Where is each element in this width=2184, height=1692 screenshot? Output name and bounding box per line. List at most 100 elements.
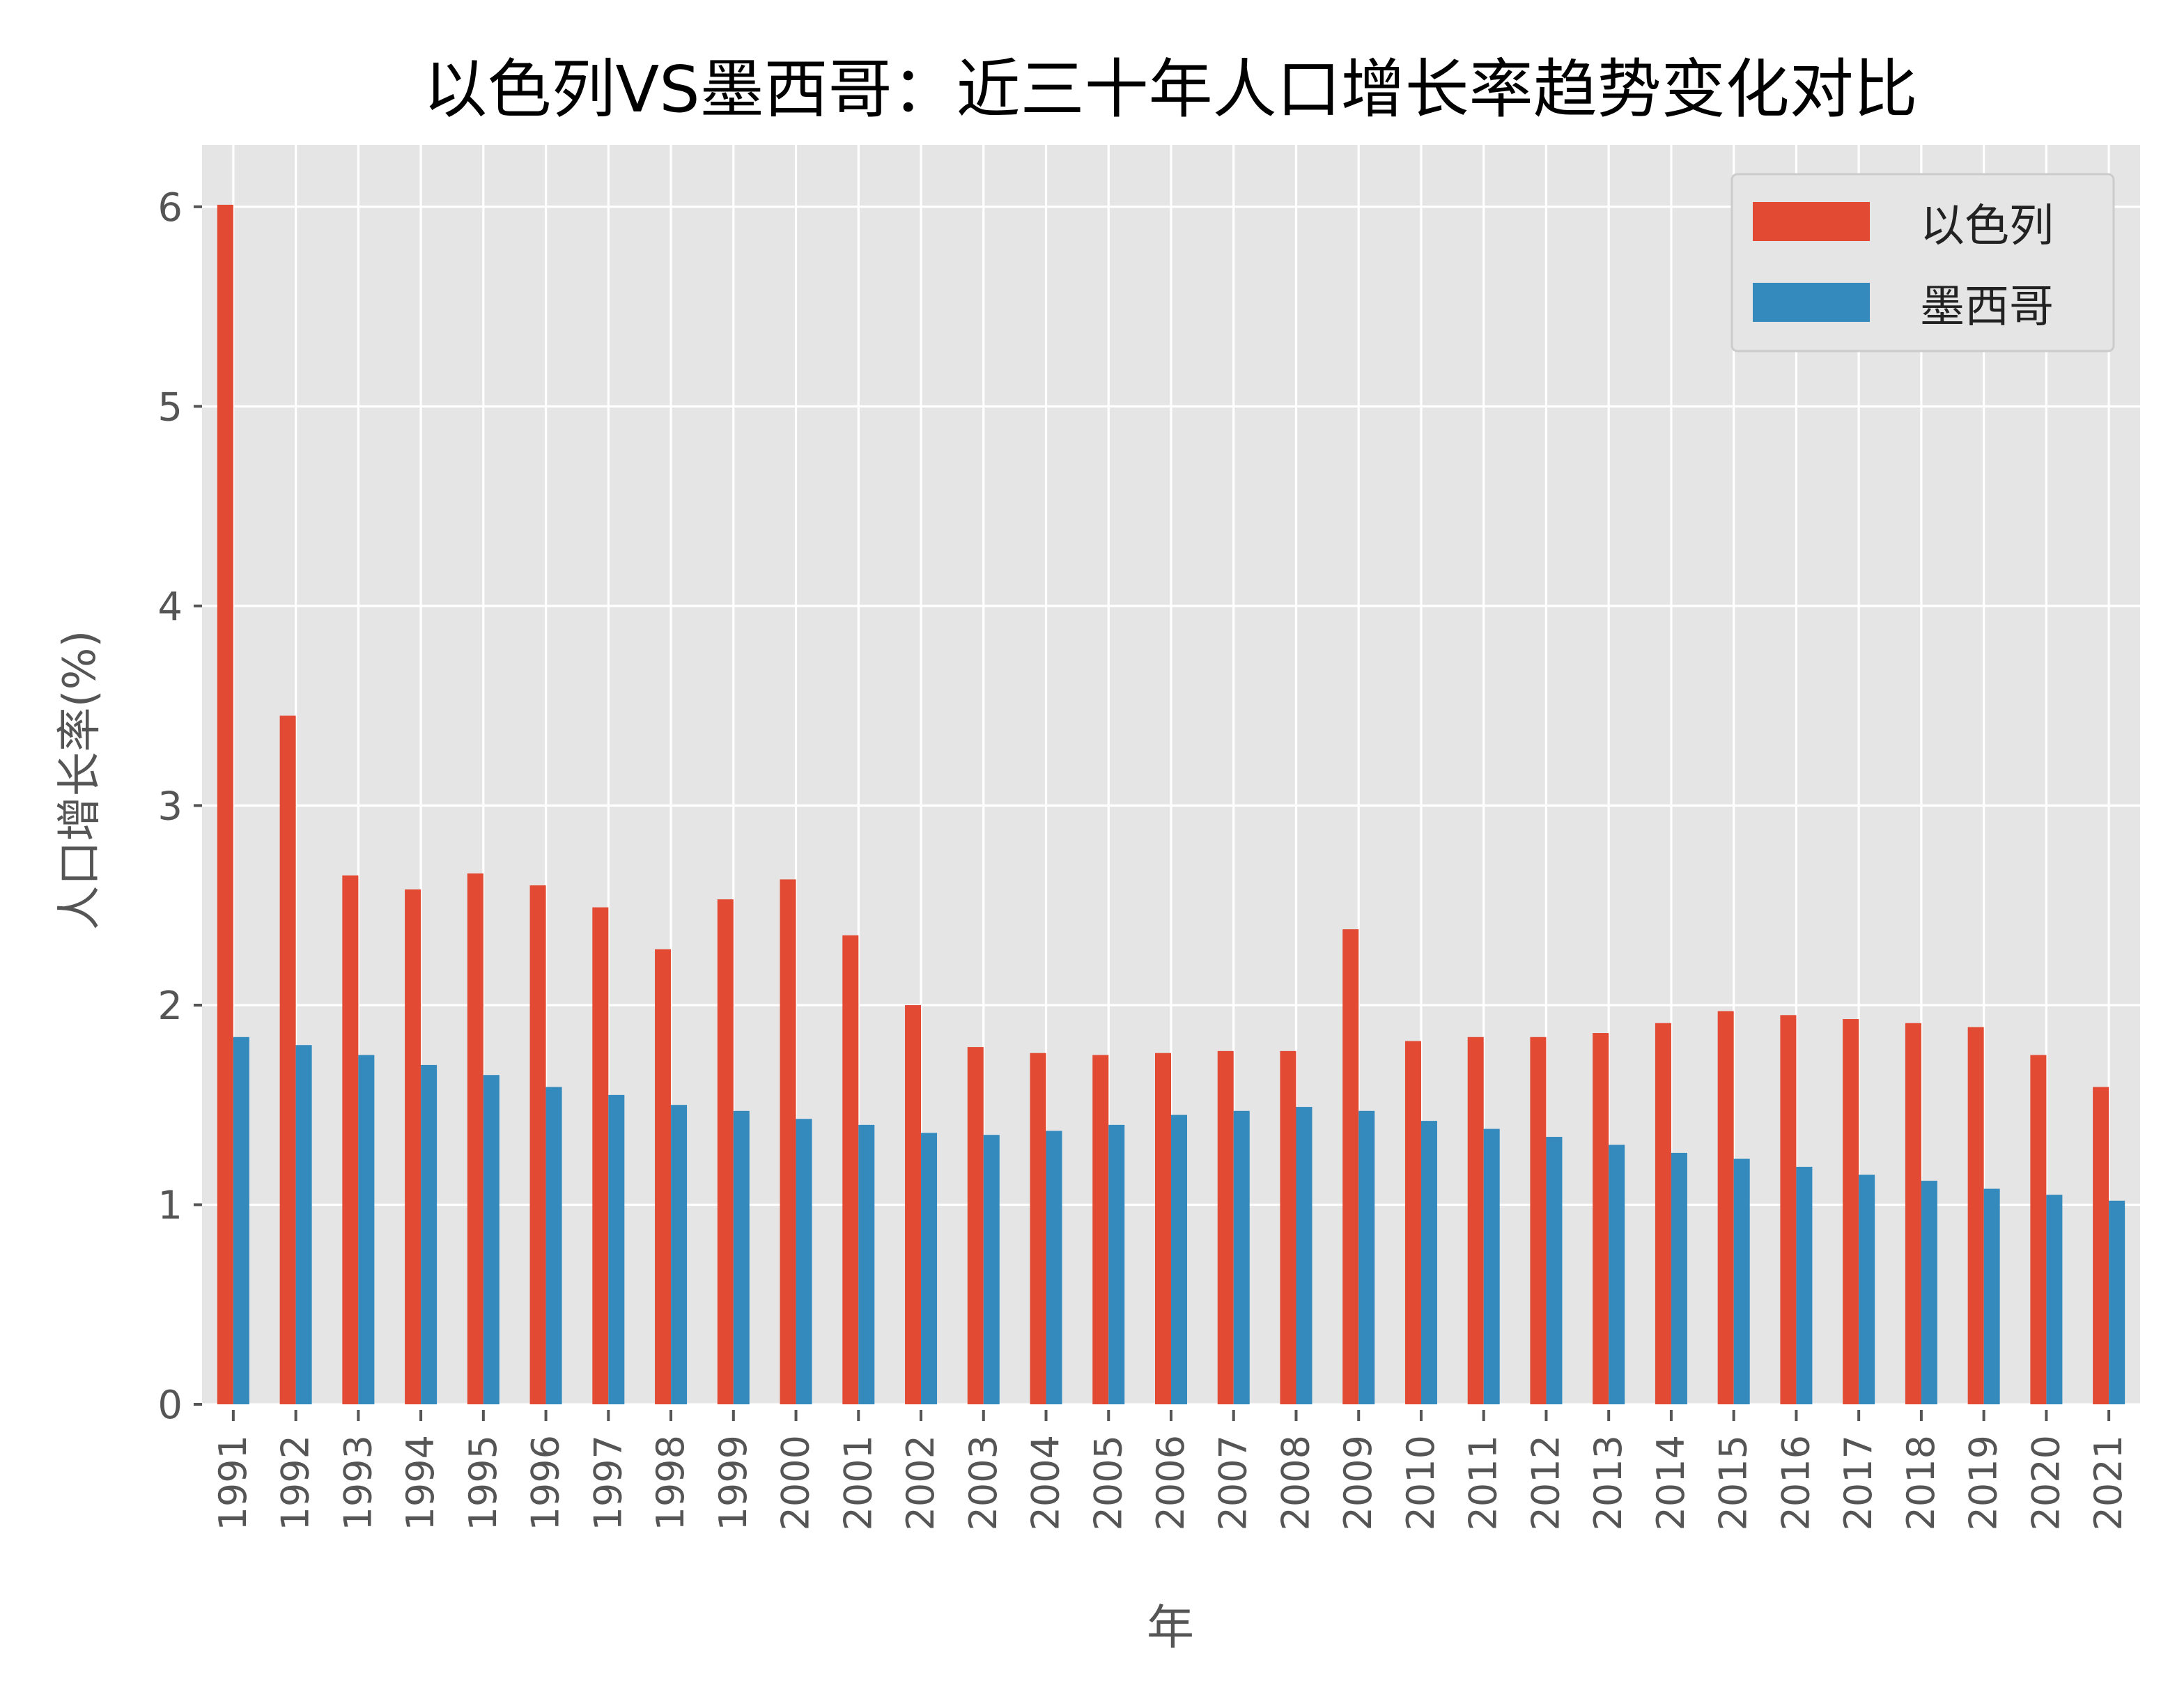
bar-mexico-1996 [545,1087,562,1404]
y-tick-label: 0 [157,1383,183,1428]
bar-mexico-1992 [295,1045,312,1404]
bar-mexico-2018 [1921,1181,1937,1404]
bar-mexico-2008 [1296,1107,1312,1404]
y-tick-label: 2 [157,984,183,1029]
bar-israel-2013 [1593,1033,1609,1404]
y-tick-label: 6 [157,185,183,231]
y-tick-label: 4 [157,584,183,630]
x-tick-label: 1999 [711,1435,755,1530]
bar-israel-2008 [1280,1050,1296,1404]
bar-israel-2015 [1717,1011,1734,1404]
bar-israel-2020 [2030,1055,2047,1404]
legend: 以色列 墨西哥 [1730,173,2115,352]
bar-israel-2019 [1967,1027,1984,1404]
x-tick-label: 2006 [1149,1435,1193,1530]
bar-mexico-2005 [1108,1124,1125,1404]
x-tick-label: 1996 [524,1435,568,1530]
bar-israel-2010 [1404,1041,1421,1404]
x-tick-label: 2019 [1962,1435,2006,1530]
x-tick-label: 2001 [836,1435,880,1530]
x-tick-label: 2005 [1086,1435,1130,1530]
bar-mexico-1999 [733,1110,750,1404]
bar-israel-1996 [529,885,546,1404]
bar-israel-2009 [1342,929,1359,1404]
x-tick-label: 2021 [2086,1435,2130,1530]
bar-mexico-1997 [608,1094,625,1404]
x-tick-label: 2002 [899,1435,943,1530]
legend-label-mexico: 墨西哥 [1920,281,2054,333]
bar-mexico-2021 [2109,1200,2125,1404]
x-tick-label: 2016 [1774,1435,1818,1530]
bar-mexico-2011 [1483,1128,1500,1404]
bar-mexico-1991 [233,1037,249,1404]
bar-israel-1995 [467,873,483,1404]
bar-israel-1997 [592,907,609,1404]
bar-mexico-2016 [1796,1167,1813,1404]
x-axis-ticks: 1991 1992 1993 1994 1995 1996 1997 1998 1999 2000… [211,1410,2130,1530]
bar-mexico-2001 [858,1124,875,1404]
bar-mexico-2006 [1171,1115,1187,1404]
bar-israel-1993 [342,875,359,1404]
y-axis-ticks: 0 1 2 3 4 5 6 [157,185,202,1428]
bar-israel-2005 [1092,1055,1109,1404]
x-tick-label: 2003 [961,1435,1005,1530]
legend-label-israel: 以色列 [1920,201,2054,252]
bar-mexico-2015 [1733,1158,1750,1404]
x-tick-label: 2012 [1524,1435,1567,1530]
bar-mexico-2019 [1983,1188,2000,1404]
x-tick-label: 1997 [586,1435,630,1530]
bar-mexico-2014 [1671,1152,1687,1404]
bar-israel-2021 [2093,1087,2109,1404]
x-tick-label: 2004 [1024,1435,1068,1530]
bar-israel-2011 [1467,1037,1484,1404]
legend-swatch-israel [1753,202,1870,241]
x-tick-label: 2000 [774,1435,818,1530]
x-tick-label: 2010 [1399,1435,1443,1530]
bar-mexico-2000 [796,1119,812,1404]
x-tick-label: 1994 [398,1435,442,1530]
x-tick-label: 1995 [461,1435,505,1530]
bar-mexico-1994 [421,1064,437,1404]
y-tick-label: 3 [157,784,183,829]
chart-title: 以色列VS墨西哥：近三十年人口增长率趋势变化对比 [423,52,1917,127]
bar-mexico-2002 [921,1133,938,1404]
x-tick-label: 1991 [211,1435,255,1530]
bar-mexico-2010 [1420,1121,1437,1404]
bar-israel-1991 [217,204,233,1405]
y-tick-label: 5 [157,385,183,430]
bar-mexico-2017 [1859,1174,1875,1404]
bar-israel-2014 [1655,1023,1671,1404]
bars [217,204,2125,1405]
y-tick-label: 1 [157,1183,183,1228]
bar-israel-2003 [967,1047,984,1404]
bar-israel-2012 [1530,1037,1547,1404]
legend-swatch-mexico [1753,283,1870,322]
bar-israel-1992 [279,715,296,1404]
bar-mexico-2012 [1546,1137,1563,1404]
bar-mexico-2020 [2046,1195,2063,1404]
bar-mexico-1995 [483,1075,499,1404]
bar-israel-2017 [1843,1018,1859,1404]
bar-mexico-2007 [1233,1110,1250,1404]
bar-mexico-2003 [983,1135,1000,1404]
x-tick-label: 2018 [1899,1435,1943,1530]
bar-israel-2006 [1155,1053,1171,1404]
x-tick-label: 2014 [1649,1435,1693,1530]
bar-israel-2018 [1905,1023,1921,1404]
x-tick-label: 2020 [2024,1435,2068,1530]
bar-israel-2001 [842,935,859,1404]
bar-mexico-1993 [358,1055,375,1404]
bar-israel-2007 [1217,1050,1234,1404]
x-axis-label: 年 [1147,1601,1194,1656]
bar-israel-2000 [780,879,796,1404]
bar-israel-1994 [405,889,421,1404]
x-tick-label: 1992 [274,1435,318,1530]
bar-mexico-1998 [671,1105,688,1404]
bar-mexico-2004 [1046,1131,1062,1404]
x-tick-label: 2009 [1336,1435,1380,1530]
bar-israel-2016 [1780,1015,1797,1404]
x-tick-label: 1998 [649,1435,692,1530]
x-tick-label: 2011 [1462,1435,1505,1530]
bar-israel-1998 [655,949,672,1404]
